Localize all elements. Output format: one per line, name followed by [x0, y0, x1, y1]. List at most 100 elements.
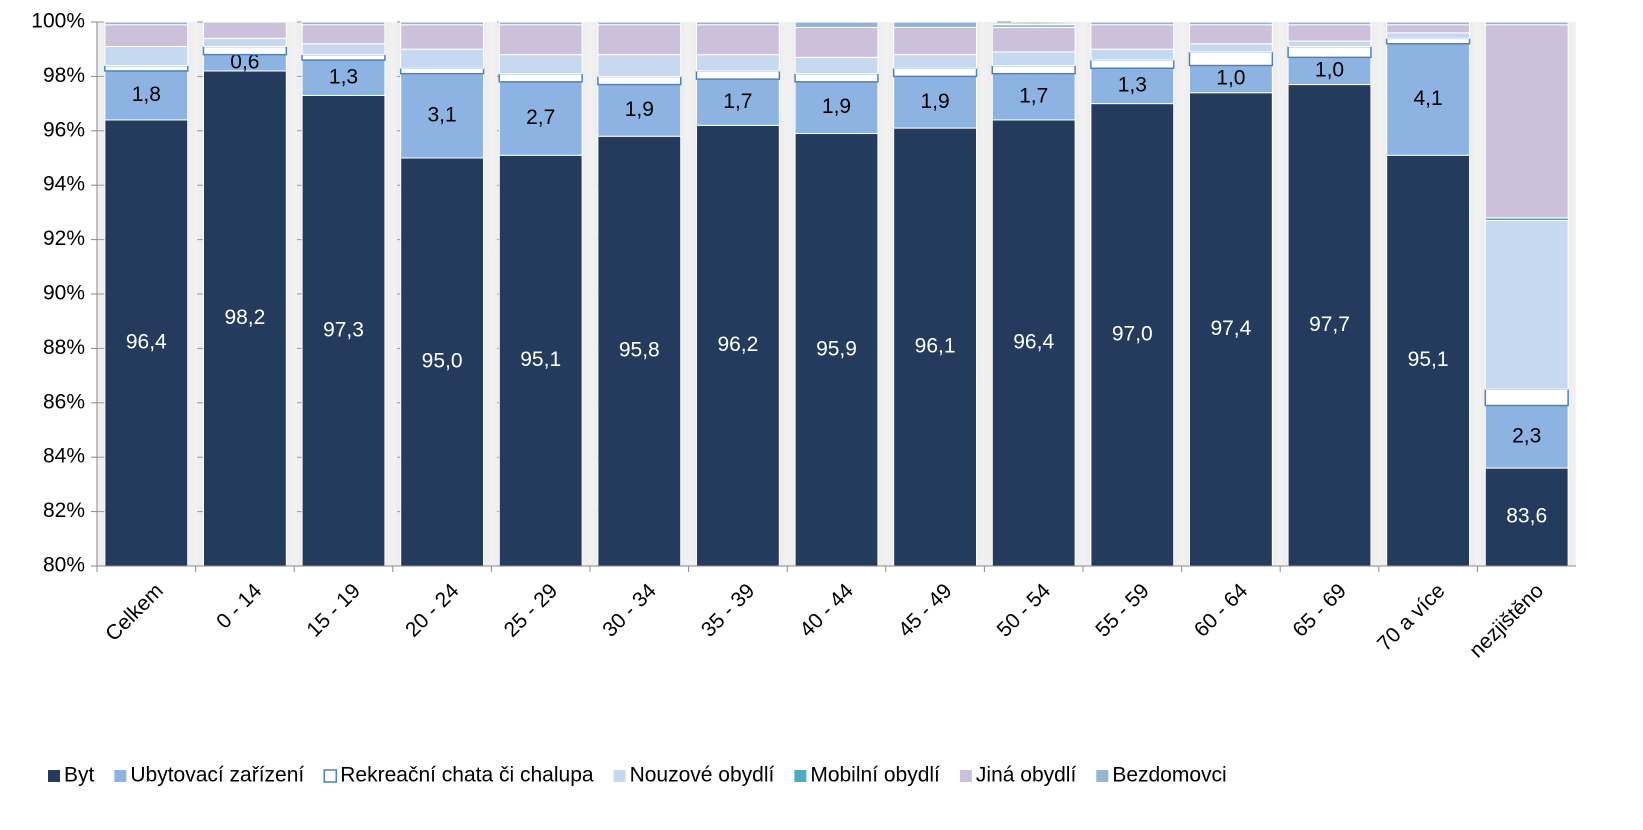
legend-swatch [323, 769, 337, 783]
legend-swatch [48, 770, 60, 782]
bar-segment [1484, 388, 1569, 407]
bar-segment [695, 70, 781, 80]
bar-segment [1484, 405, 1569, 469]
data-label: 2,7 [526, 106, 555, 129]
bar-segment [1188, 43, 1273, 53]
bar-segment [301, 43, 386, 56]
bar-segment [794, 81, 879, 135]
bar-segment [991, 51, 1076, 67]
legend-swatch [959, 770, 972, 782]
x-tick-label: 0 - 14 [212, 579, 266, 633]
bar-segment [1188, 51, 1274, 67]
legend-label: Nouzové obydlí [630, 764, 775, 787]
data-label: 1,8 [132, 83, 161, 106]
bar-segment [104, 24, 189, 47]
bar-segment [104, 21, 189, 26]
legend-label: Rekreační chata či chalupa [340, 764, 594, 787]
bar-segment [991, 26, 1076, 53]
bar-segment [893, 26, 978, 56]
data-label: 0,6 [230, 50, 259, 73]
bar-segment [301, 59, 386, 96]
x-tick-label: 40 - 44 [795, 579, 858, 642]
bar-segment [1090, 67, 1175, 105]
bar-segment [1287, 40, 1372, 47]
legend-label: Byt [64, 764, 95, 787]
x-tick-label: Celkem [101, 579, 168, 646]
bar-segment [400, 157, 485, 567]
y-tick-label: 80% [43, 554, 85, 577]
x-tick-label: 30 - 34 [598, 579, 661, 642]
bar-segment [301, 21, 386, 26]
y-tick-label: 90% [43, 282, 85, 305]
data-label: 1,7 [723, 90, 752, 113]
bar-segment [892, 67, 978, 78]
legend-label: Mobilní obydlí [810, 764, 940, 787]
bar-segment [1385, 37, 1471, 45]
bar-segment [597, 24, 682, 56]
legend-swatch [1096, 770, 1109, 782]
x-tick-label: nezjištěno [1465, 579, 1548, 662]
y-tick-label: 92% [43, 227, 85, 250]
bar-segment [104, 45, 189, 67]
bar-segment [400, 21, 485, 26]
data-label: 1,7 [1019, 84, 1048, 107]
y-tick-label: 82% [43, 499, 85, 522]
y-tick-label: 96% [43, 118, 85, 141]
bar-segment [301, 24, 386, 45]
x-tick-label: 20 - 24 [401, 579, 464, 642]
data-label: 1,3 [329, 65, 358, 88]
data-label: 97,3 [323, 318, 364, 341]
data-label: 1,0 [1315, 59, 1344, 82]
bar-segment [498, 154, 583, 567]
bar-segment [991, 64, 1076, 75]
data-label: 2,3 [1512, 424, 1541, 447]
legend-swatch [613, 770, 626, 782]
x-tick-label: 55 - 59 [1091, 579, 1154, 642]
x-tick-label: 25 - 29 [500, 579, 563, 642]
bar-segment [1090, 48, 1175, 61]
bar-segment [104, 119, 189, 567]
bar-segment [498, 21, 583, 26]
data-label: 1,9 [822, 95, 851, 118]
bar-segment [1386, 43, 1471, 156]
bar-segment [1484, 220, 1569, 390]
bar-segment [991, 73, 1076, 121]
bar-segment [695, 124, 780, 567]
data-label: 97,0 [1112, 322, 1153, 345]
bar-segment [1287, 56, 1372, 86]
bar-segment [399, 67, 485, 75]
data-label: 98,2 [224, 306, 265, 329]
legend-label: Bezdomovci [1112, 764, 1226, 787]
bar-segment [301, 53, 386, 61]
bar-segment [1484, 24, 1569, 219]
legend-swatch [114, 770, 127, 782]
data-label: 1,9 [920, 90, 949, 113]
data-label: 1,0 [1216, 67, 1245, 90]
bar-segment [400, 48, 485, 69]
data-label: 96,4 [1013, 331, 1054, 354]
bar-segment [695, 78, 780, 126]
bar-segment [1287, 21, 1372, 26]
bar-segment [202, 70, 287, 567]
bar-segment [1484, 467, 1569, 567]
bar-segment [1090, 24, 1175, 50]
bar-segment [400, 24, 485, 50]
x-tick-label: 65 - 69 [1288, 579, 1351, 642]
bar-segment [1287, 45, 1372, 59]
y-tick-label: 84% [43, 445, 85, 468]
data-label: 97,4 [1210, 317, 1251, 340]
bar-segment [1287, 84, 1372, 567]
bar-segment [202, 21, 287, 39]
bar-segment [1090, 59, 1175, 69]
data-label: 1,3 [1118, 73, 1147, 96]
data-label: 95,8 [619, 339, 660, 362]
x-tick-label: 60 - 64 [1190, 579, 1253, 642]
y-tick-label: 94% [43, 173, 85, 196]
bar-segment [695, 21, 780, 26]
bar-segment [695, 24, 780, 56]
data-label: 96,4 [126, 331, 167, 354]
data-label: 1,9 [625, 98, 654, 121]
bar-segment [794, 26, 879, 58]
data-label: 83,6 [1506, 505, 1547, 528]
bar-segment [498, 24, 583, 56]
